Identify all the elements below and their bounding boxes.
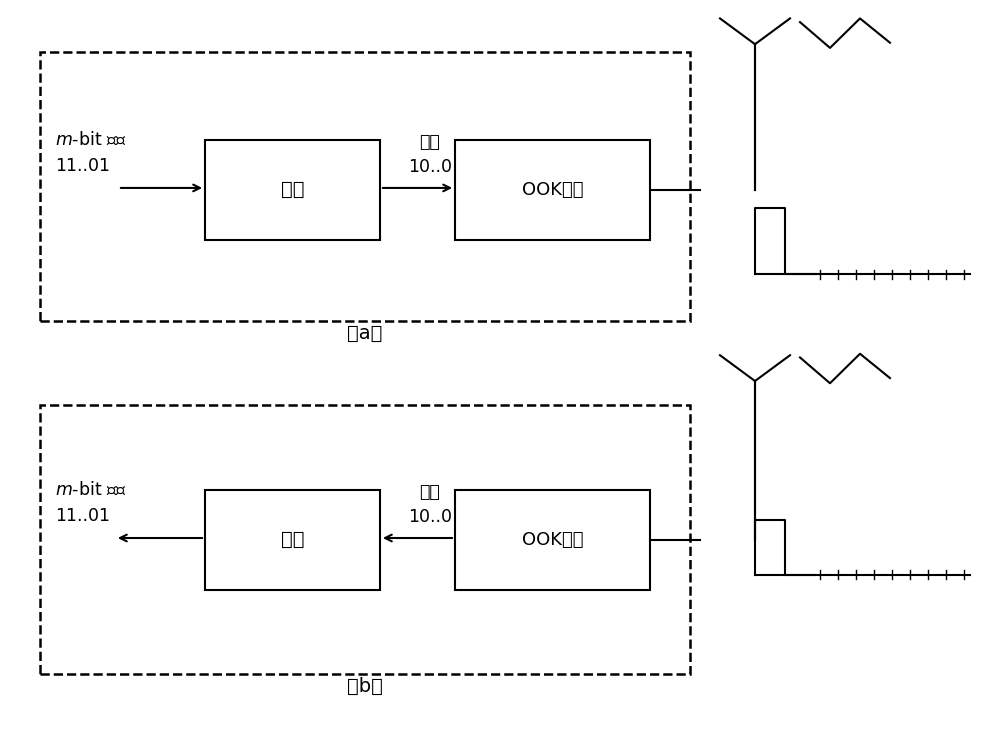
Text: $m$-bit 信息: $m$-bit 信息 (55, 481, 126, 499)
Text: $m$-bit 信息: $m$-bit 信息 (55, 131, 126, 149)
Text: （a）: （a） (347, 324, 383, 343)
Bar (455, 140, 650, 240)
Text: 10..0: 10..0 (408, 509, 452, 526)
Bar (455, 490, 650, 590)
Text: 11..01: 11..01 (55, 157, 110, 175)
Text: OOK调制: OOK调制 (522, 181, 583, 199)
Bar (40, 52, 690, 321)
Bar (205, 490, 380, 590)
Text: 10..0: 10..0 (408, 158, 452, 176)
Bar (40, 405, 690, 674)
Text: （b）: （b） (347, 677, 383, 696)
Text: 码字: 码字 (420, 133, 440, 150)
Text: 编码: 编码 (281, 531, 304, 549)
Text: 11..01: 11..01 (55, 507, 110, 525)
Text: 码字: 码字 (420, 483, 440, 500)
Text: OOK解调: OOK解调 (522, 531, 583, 549)
Text: 编码: 编码 (281, 181, 304, 199)
Bar (205, 140, 380, 240)
